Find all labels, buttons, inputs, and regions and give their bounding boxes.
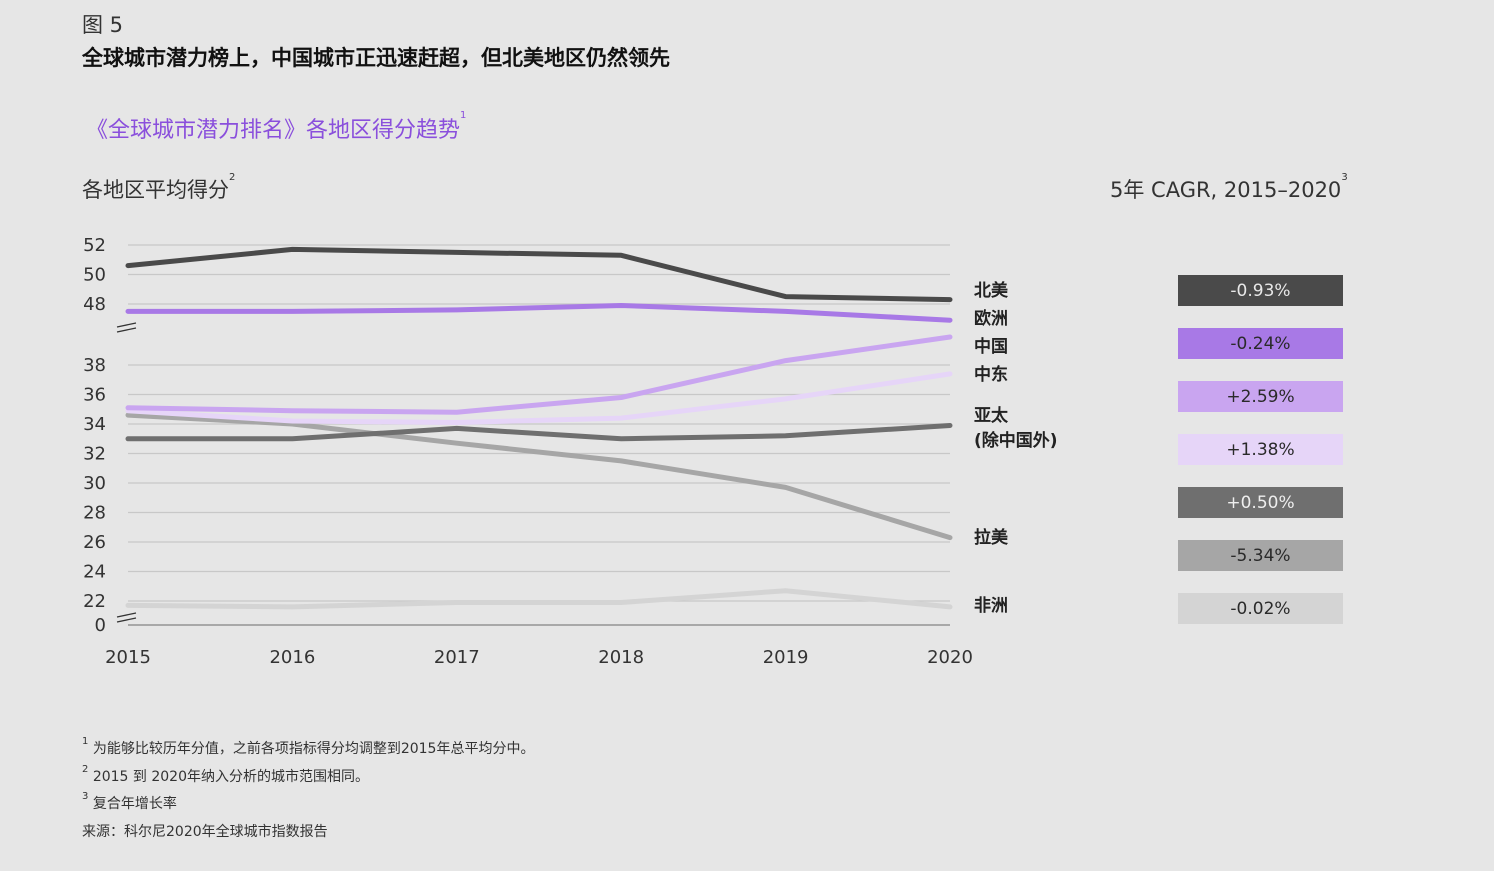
cagr-title-sup: 3 bbox=[1341, 172, 1348, 183]
x-tick-label: 2017 bbox=[434, 647, 480, 668]
footnote-text: 为能够比较历年分值，之前各项指标得分均调整到2015年总平均分中。 bbox=[92, 741, 535, 757]
series-label: 北美 bbox=[974, 280, 1009, 301]
series-label: 非洲 bbox=[974, 595, 1008, 616]
footnote-text: 复合年增长率 bbox=[92, 796, 177, 812]
x-tick-label: 2020 bbox=[927, 647, 973, 668]
series-label: 亚太 bbox=[974, 405, 1009, 426]
y-tick-label: 48 bbox=[83, 294, 106, 315]
figure-label: 图 5 bbox=[82, 13, 124, 37]
series-label: 拉美 bbox=[974, 527, 1009, 548]
series-line bbox=[125, 371, 953, 425]
cagr-value-box: +1.38% bbox=[1178, 434, 1343, 465]
series-line bbox=[125, 334, 953, 415]
axis-break-mark bbox=[116, 612, 137, 618]
y-axis-label: 各地区平均得分2 bbox=[82, 172, 236, 204]
series-line bbox=[125, 588, 953, 610]
y-tick-label: 34 bbox=[83, 414, 106, 435]
axis-break-mark bbox=[116, 322, 137, 328]
footnote-sup: 3 bbox=[82, 791, 89, 802]
footnote-1: 1 为能够比较历年分值，之前各项指标得分均调整到2015年总平均分中。 bbox=[82, 736, 535, 758]
x-tick-label: 2016 bbox=[269, 647, 315, 668]
series-line bbox=[125, 423, 953, 442]
y-tick-label: 32 bbox=[83, 444, 106, 465]
y-tick-label: 52 bbox=[83, 235, 106, 256]
chart-title: 全球城市潜力榜上，中国城市正迅速赶超，但北美地区仍然领先 bbox=[82, 46, 670, 70]
cagr-value-box: -0.93% bbox=[1178, 275, 1343, 306]
series-line bbox=[125, 246, 953, 303]
footnote-sup: 1 bbox=[82, 736, 89, 747]
footnote-text: 2015 到 2020年纳入分析的城市范围相同。 bbox=[92, 769, 369, 785]
y-tick-label: 28 bbox=[83, 503, 106, 524]
x-tick-label: 2019 bbox=[763, 647, 809, 668]
axis-break-mark bbox=[116, 617, 137, 623]
y-tick-label: 50 bbox=[83, 265, 106, 286]
y-axis-label-sup: 2 bbox=[229, 172, 236, 183]
series-label: 中东 bbox=[974, 364, 1008, 385]
cagr-title: 5年 CAGR, 2015–20203 bbox=[1110, 172, 1348, 204]
cagr-value-box: -5.34% bbox=[1178, 540, 1343, 571]
cagr-value-box: -0.02% bbox=[1178, 593, 1343, 624]
x-tick-label: 2015 bbox=[105, 647, 151, 668]
y-tick-label: 0 bbox=[95, 615, 106, 636]
series-label: 中国 bbox=[974, 336, 1008, 357]
series-line bbox=[125, 303, 953, 323]
footnote-2: 2 2015 到 2020年纳入分析的城市范围相同。 bbox=[82, 764, 369, 786]
y-tick-label: 30 bbox=[83, 473, 106, 494]
chart-subtitle: 《全球城市潜力排名》各地区得分趋势1 bbox=[86, 110, 467, 144]
y-axis-label-text: 各地区平均得分 bbox=[82, 178, 229, 202]
series-label-line2: (除中国外) bbox=[974, 430, 1058, 451]
y-tick-label: 38 bbox=[83, 355, 106, 376]
x-tick-label: 2018 bbox=[598, 647, 644, 668]
cagr-value-box: -0.24% bbox=[1178, 328, 1343, 359]
subtitle-sup: 1 bbox=[460, 110, 467, 121]
cagr-value-box: +2.59% bbox=[1178, 381, 1343, 412]
series-label: 欧洲 bbox=[974, 308, 1008, 329]
y-tick-label: 26 bbox=[83, 532, 106, 553]
cagr-title-text: 5年 CAGR, 2015–2020 bbox=[1110, 178, 1342, 202]
source-note: 来源：科尔尼2020年全球城市指数报告 bbox=[82, 821, 328, 841]
axis-break-mark bbox=[116, 327, 137, 333]
y-tick-label: 24 bbox=[83, 562, 106, 583]
footnote-3: 3 复合年增长率 bbox=[82, 791, 177, 813]
footnote-sup: 2 bbox=[82, 764, 89, 775]
cagr-value-box: +0.50% bbox=[1178, 487, 1343, 518]
subtitle-text: 《全球城市潜力排名》各地区得分趋势 bbox=[86, 118, 461, 143]
source-text: 来源：科尔尼2020年全球城市指数报告 bbox=[82, 824, 328, 840]
series-line bbox=[125, 412, 953, 541]
y-tick-label: 22 bbox=[83, 591, 106, 612]
y-tick-label: 36 bbox=[83, 385, 106, 406]
